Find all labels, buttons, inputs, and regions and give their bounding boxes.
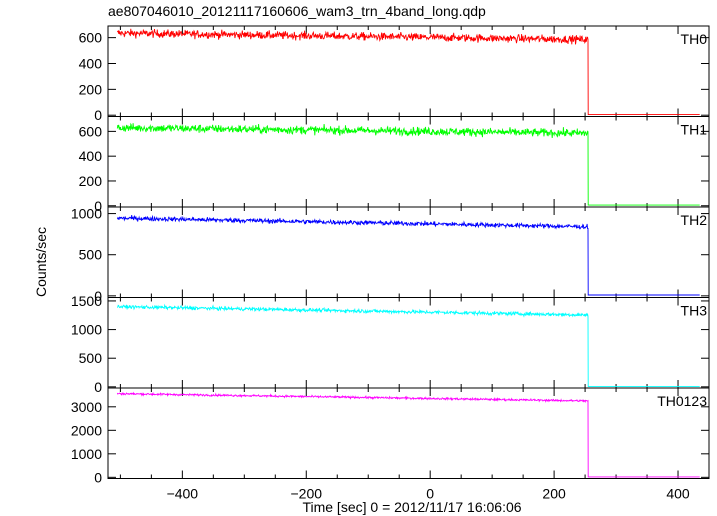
y-tick-label: 1500: [71, 293, 102, 309]
y-tick-label: 0: [94, 469, 102, 485]
panel-label: TH1: [681, 122, 708, 138]
series-line-th0: [116, 28, 700, 116]
x-tick-label: −200: [290, 486, 322, 502]
panel-frame: [107, 116, 710, 208]
panel-frame: [107, 297, 710, 389]
series-line-th1: [116, 122, 700, 206]
x-tick-label: 0: [426, 486, 434, 502]
panel-th1: 0 200 400 600 TH1: [79, 116, 710, 214]
y-tick-label: 1000: [71, 206, 102, 222]
chart-title: ae807046010_20121117160606_wam3_trn_4ban…: [108, 3, 486, 19]
y-tick-label: 200: [79, 81, 103, 97]
x-tick-label: 200: [542, 486, 566, 502]
panel-th3: 0 500 1000 1500 TH3: [71, 293, 710, 395]
x-tick-label: −400: [167, 486, 199, 502]
y-tick-label: 0: [94, 198, 102, 214]
y-tick-label: 400: [79, 55, 103, 71]
y-tick-label: 0: [94, 107, 102, 123]
y-tick-label: 200: [79, 173, 103, 189]
panel-label: TH0123: [657, 393, 707, 409]
y-tick-label: 1000: [71, 446, 102, 462]
panel-label: TH3: [681, 303, 708, 319]
panel-frame: [107, 25, 710, 117]
x-tick-label: 400: [666, 486, 690, 502]
x-axis-label: Time [sec] 0 = 2012/11/17 16:06:06: [302, 499, 521, 515]
panel-th0123: 0 1000 2000 3000 TH0123: [71, 387, 710, 485]
y-tick-label: 1000: [71, 322, 102, 338]
y-tick-label: 2000: [71, 422, 102, 438]
y-tick-label: 0: [94, 379, 102, 395]
panel-th0: 0 200 400 600 TH0: [79, 25, 710, 123]
y-tick-label: 500: [79, 350, 103, 366]
panel-label: TH0: [681, 31, 708, 47]
series-line-th2: [116, 214, 700, 296]
y-tick-label: 0: [94, 288, 102, 304]
y-axis-label: Counts/sec: [33, 227, 49, 297]
panels-group: 0 200 400 600 TH0 0 200 400 600 TH1 0 500 1000 TH2 0 50…: [71, 25, 710, 502]
y-tick-label: 600: [79, 30, 103, 46]
series-line-th3: [116, 303, 700, 388]
panel-label: TH2: [681, 212, 708, 228]
y-tick-label: 600: [79, 123, 103, 139]
y-tick-label: 3000: [71, 399, 102, 415]
panel-frame: [107, 387, 710, 479]
panel-th2: 0 500 1000 TH2: [71, 206, 710, 304]
series-line-th0123: [116, 391, 700, 478]
y-tick-label: 400: [79, 148, 103, 164]
y-tick-label: 500: [79, 247, 103, 263]
